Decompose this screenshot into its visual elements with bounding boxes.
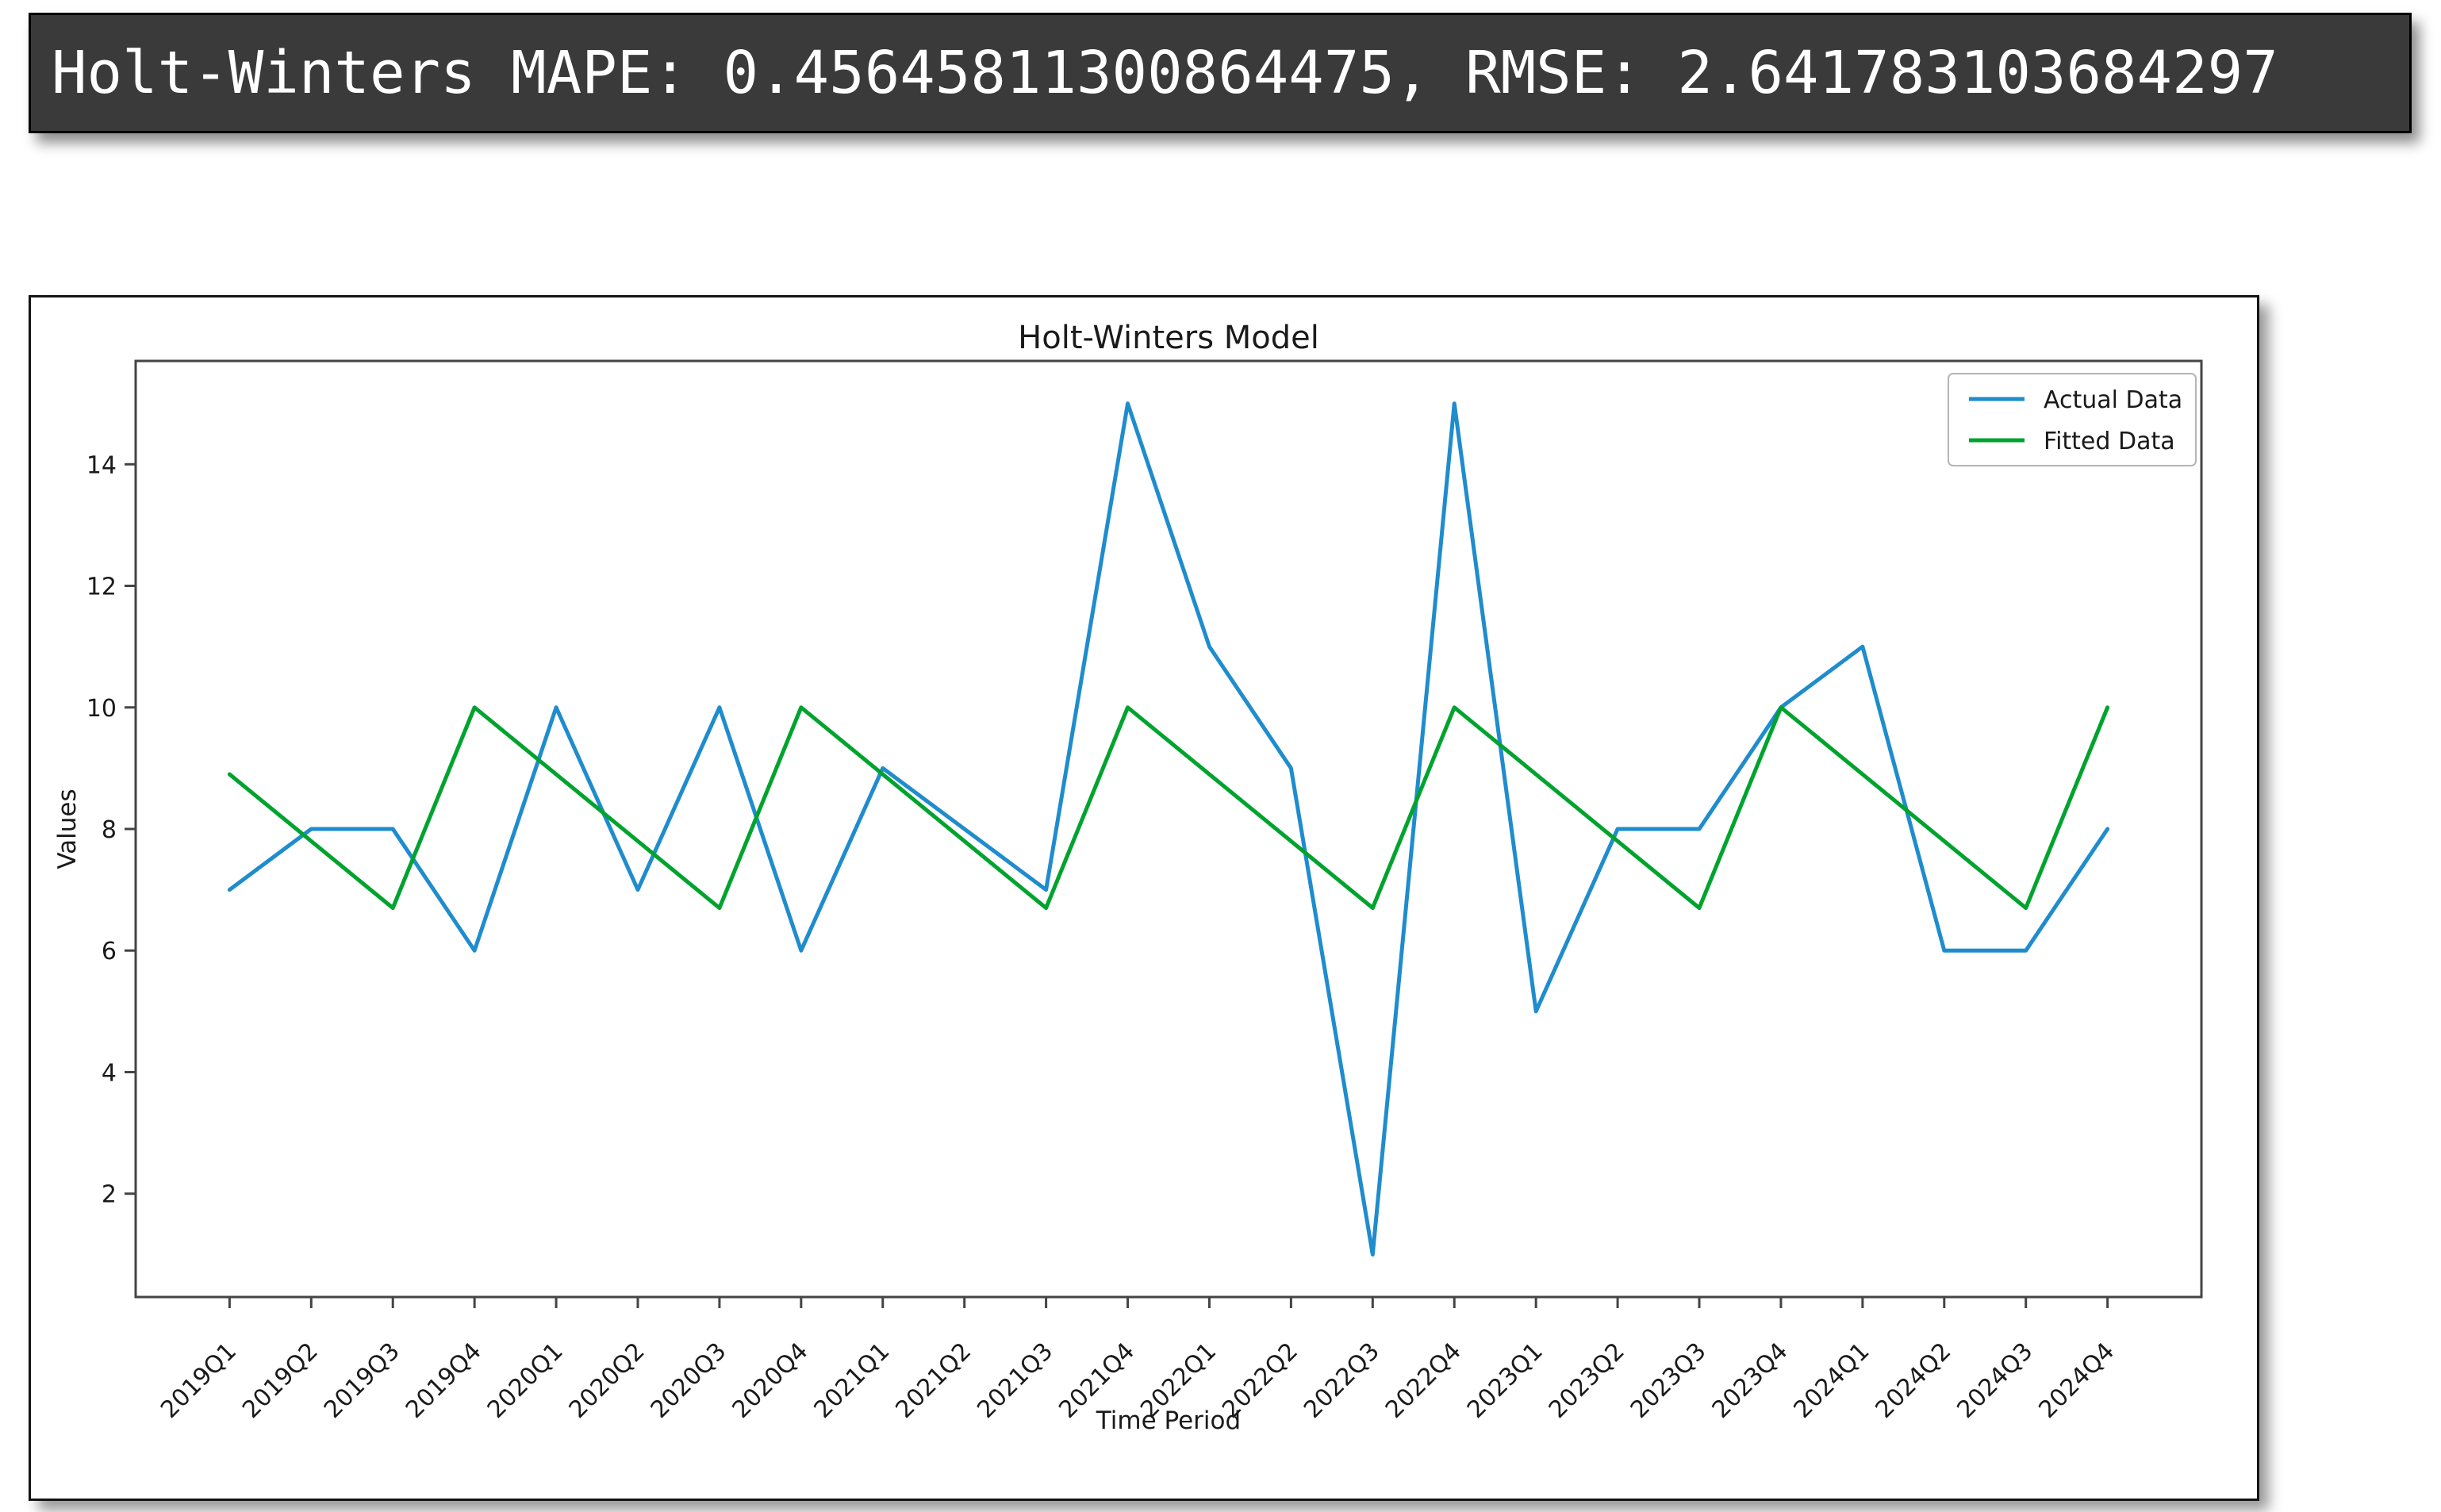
legend-label-fitted-data: Fitted Data (2044, 428, 2175, 455)
x-tick-label: 2020Q2 (564, 1337, 651, 1424)
y-tick-label: 14 (86, 451, 117, 479)
legend-box (1948, 373, 2197, 466)
x-tick-label: 2021Q2 (890, 1337, 977, 1424)
x-tick-label: 2024Q3 (1952, 1337, 2038, 1424)
plot-spines (134, 359, 2203, 1299)
y-axis-label: Values (53, 789, 82, 869)
x-tick-label: 2023Q1 (1462, 1337, 1549, 1424)
x-tick-label: 2020Q4 (727, 1337, 814, 1424)
x-tick-label: 2023Q3 (1625, 1337, 1712, 1424)
y-tick-label: 4 (102, 1059, 117, 1087)
legend-label-actual-data: Actual Data (2044, 386, 2182, 414)
x-tick-label: 2024Q2 (1871, 1337, 1957, 1424)
series-line-fitted-data (227, 705, 2110, 911)
x-tick-label: 2019Q1 (155, 1337, 242, 1424)
y-tick-label: 8 (102, 816, 117, 844)
x-tick-label: 2019Q3 (319, 1337, 405, 1424)
y-tick-label: 10 (86, 695, 117, 723)
x-tick-label: 2022Q4 (1380, 1337, 1467, 1424)
x-tick-label: 2021Q3 (972, 1337, 1058, 1424)
holt-winters-chart: Holt-Winters Model Values Time Period 2 4 6 8 1… (53, 320, 2203, 1435)
series-line-actual-data (227, 401, 2110, 1257)
x-tick-label: 2022Q3 (1299, 1337, 1385, 1424)
x-tick-label: 2020Q1 (482, 1337, 569, 1424)
x-tick-label: 2023Q2 (1544, 1337, 1630, 1424)
x-axis-label: Time Period (1096, 1406, 1241, 1435)
chart-title: Holt-Winters Model (1018, 320, 1319, 356)
x-tick-label: 2023Q4 (1707, 1337, 1794, 1424)
console-output-bar: Holt-Winters MAPE: 0.45645811300864475, … (29, 13, 2412, 133)
x-tick-label: 2019Q4 (401, 1337, 487, 1424)
x-tick-label: 2021Q1 (808, 1337, 895, 1424)
x-tick-label: 2022Q2 (1217, 1337, 1303, 1424)
console-metrics-text: Holt-Winters MAPE: 0.45645811300864475, … (52, 39, 2278, 107)
y-tick-label: 6 (102, 938, 117, 965)
y-tick-label: 12 (86, 574, 117, 601)
x-tick-label: 2024Q1 (1789, 1337, 1875, 1424)
y-tick-label: 2 (102, 1181, 117, 1209)
x-tick-label: 2020Q3 (646, 1337, 732, 1424)
chart-figure: Holt-Winters Model Values Time Period 2 4 6 8 1… (29, 295, 2259, 1501)
x-tick-label: 2024Q4 (2033, 1337, 2120, 1424)
x-tick-label: 2019Q2 (237, 1337, 324, 1424)
